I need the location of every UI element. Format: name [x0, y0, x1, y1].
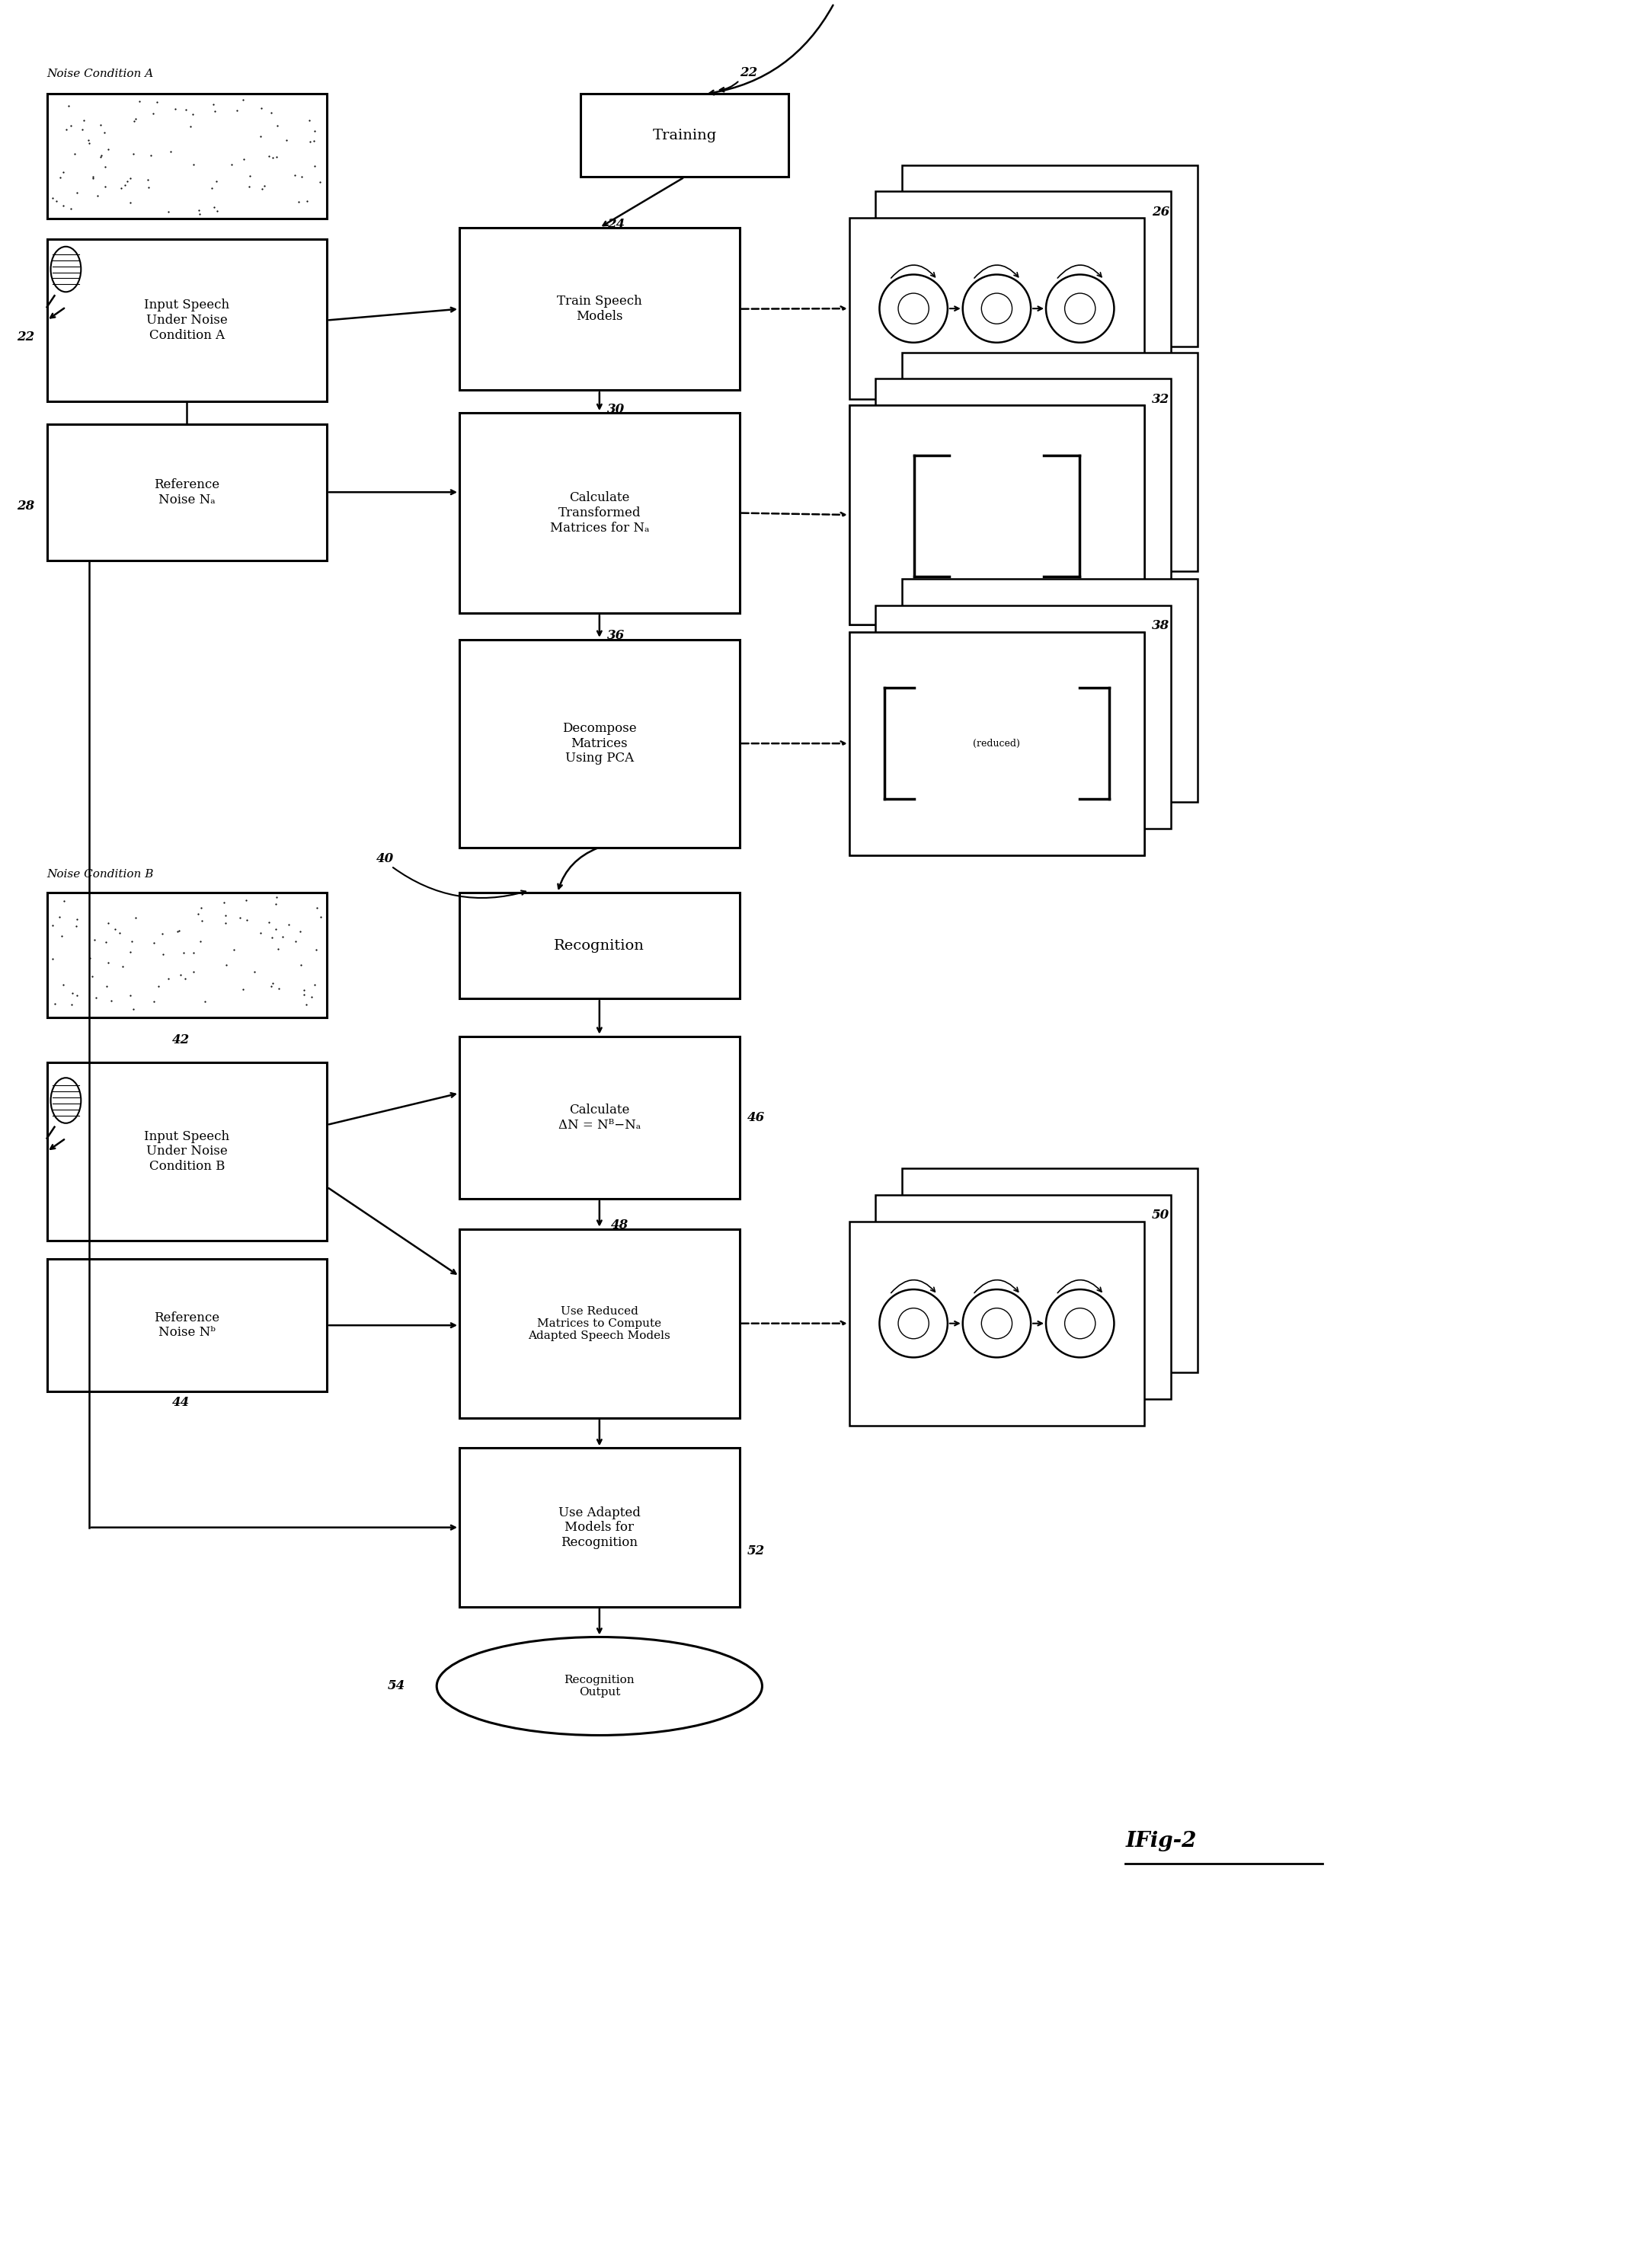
Bar	[459, 1036, 739, 1200]
Text: IFig-2: IFig-2	[1125, 1830, 1197, 1851]
Text: 38: 38	[1153, 619, 1169, 633]
Bar	[850, 218, 1144, 399]
Bar	[876, 379, 1171, 599]
Text: 22: 22	[739, 66, 757, 79]
Bar	[876, 191, 1171, 372]
Text: Recognition: Recognition	[554, 939, 645, 953]
Text: Use Adapted
Models for
Recognition: Use Adapted Models for Recognition	[558, 1506, 640, 1549]
Text: Decompose
Matrices
Using PCA: Decompose Matrices Using PCA	[562, 721, 637, 764]
Text: Training: Training	[653, 129, 716, 143]
Text: 22: 22	[16, 331, 34, 345]
Text: Input Speech
Under Noise
Condition B: Input Speech Under Noise Condition B	[145, 1129, 230, 1173]
Bar	[47, 424, 327, 560]
Bar	[902, 578, 1197, 803]
Text: Recognition
Output: Recognition Output	[565, 1674, 635, 1699]
Bar	[459, 894, 739, 998]
Bar	[850, 406, 1144, 624]
Text: (reduced): (reduced)	[974, 739, 1021, 748]
Bar	[459, 1229, 739, 1418]
Bar	[459, 1447, 739, 1606]
Bar	[876, 1195, 1171, 1399]
Bar	[47, 1259, 327, 1393]
Text: 32: 32	[1153, 392, 1169, 406]
Text: 46: 46	[747, 1111, 765, 1125]
Text: 42: 42	[173, 1034, 189, 1046]
Bar	[459, 413, 739, 612]
Text: Input Speech
Under Noise
Condition A: Input Speech Under Noise Condition A	[145, 299, 230, 342]
Text: Noise Condition B: Noise Condition B	[47, 869, 155, 880]
Bar	[850, 1222, 1144, 1424]
Text: 52: 52	[747, 1545, 765, 1558]
Text: 30: 30	[607, 404, 625, 415]
Bar	[902, 1168, 1197, 1372]
Text: Train Speech
Models: Train Speech Models	[557, 295, 641, 322]
Text: 40: 40	[376, 853, 394, 864]
Bar	[902, 352, 1197, 572]
Text: 44: 44	[173, 1397, 189, 1408]
Text: Calculate
Transformed
Matrices for Nₐ: Calculate Transformed Matrices for Nₐ	[550, 492, 650, 535]
Bar	[47, 93, 327, 218]
Bar	[876, 606, 1171, 828]
Bar	[581, 93, 788, 177]
Text: 54: 54	[387, 1681, 405, 1692]
Bar	[902, 166, 1197, 347]
Text: 26: 26	[1153, 206, 1169, 218]
Text: 48: 48	[610, 1218, 628, 1232]
Bar	[47, 1064, 327, 1241]
Text: Calculate
ΔN = Nᴮ−Nₐ: Calculate ΔN = Nᴮ−Nₐ	[558, 1105, 640, 1132]
Bar	[459, 640, 739, 848]
Text: 36: 36	[607, 628, 625, 642]
Text: Reference
Noise Nᵇ: Reference Noise Nᵇ	[155, 1311, 220, 1338]
Bar	[850, 406, 1144, 624]
Text: 28: 28	[16, 499, 34, 513]
Text: Noise Condition A: Noise Condition A	[47, 68, 153, 79]
Text: Use Reduced
Matrices to Compute
Adapted Speech Models: Use Reduced Matrices to Compute Adapted …	[529, 1306, 671, 1340]
Bar	[47, 894, 327, 1018]
Bar	[459, 227, 739, 390]
Bar	[850, 633, 1144, 855]
Bar	[850, 633, 1144, 855]
Text: 50: 50	[1153, 1209, 1169, 1222]
Text: 24: 24	[607, 218, 625, 231]
Text: Reference
Noise Nₐ: Reference Noise Nₐ	[155, 479, 220, 506]
Bar	[47, 238, 327, 401]
